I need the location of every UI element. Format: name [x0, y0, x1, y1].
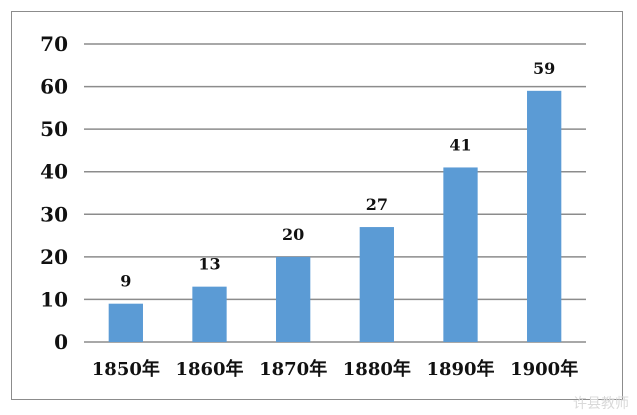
bar	[192, 286, 227, 342]
y-tick-label: 0	[54, 330, 68, 354]
x-tick-label: 1900年	[510, 358, 578, 380]
bar	[527, 90, 562, 342]
data-label: 27	[366, 195, 388, 214]
data-label: 41	[449, 135, 471, 154]
bar	[443, 167, 478, 342]
y-tick-label: 70	[40, 32, 68, 56]
y-axis-ticks: 0 10 20 30 40 50 60 70	[40, 32, 68, 354]
x-tick-label: 1850年	[92, 358, 160, 380]
data-label: 20	[282, 225, 304, 244]
y-tick-label: 50	[40, 117, 68, 141]
data-labels: 9 13 20 27 41 59	[120, 59, 555, 291]
x-tick-label: 1890年	[426, 358, 494, 380]
y-tick-label: 20	[40, 245, 68, 269]
x-tick-label: 1870年	[259, 358, 327, 380]
bar	[108, 303, 143, 342]
y-tick-label: 40	[40, 160, 68, 184]
bar	[359, 227, 394, 342]
x-axis-ticks: 1850年 1860年 1870年 1880年 1890年 1900年	[92, 358, 578, 380]
x-tick-label: 1880年	[343, 358, 411, 380]
bars	[108, 90, 562, 342]
y-tick-label: 10	[40, 287, 68, 311]
bar	[276, 256, 311, 342]
data-label: 59	[533, 59, 555, 78]
data-label: 13	[198, 255, 220, 274]
data-label: 9	[120, 272, 131, 291]
y-tick-label: 60	[40, 75, 68, 99]
y-tick-label: 30	[40, 202, 68, 226]
x-tick-label: 1860年	[175, 358, 243, 380]
watermark: 许县教师	[573, 396, 629, 412]
gridlines	[84, 43, 586, 343]
